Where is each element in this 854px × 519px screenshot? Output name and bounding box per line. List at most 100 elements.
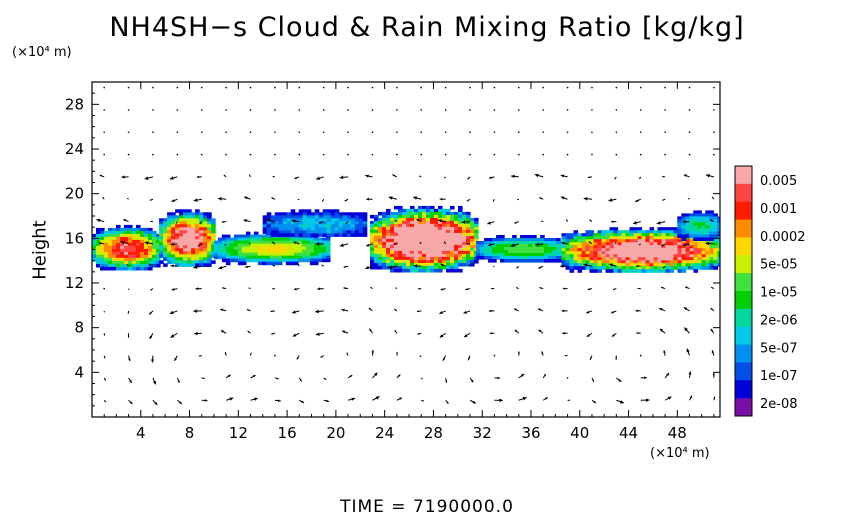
wind-vector-head	[154, 401, 158, 405]
cloud-cell	[593, 269, 599, 273]
cloud-cell	[406, 235, 411, 240]
cloud-cell	[492, 256, 497, 260]
wind-vector-head	[419, 175, 421, 177]
cloud-cell	[426, 244, 431, 249]
cloud-cell	[641, 263, 647, 267]
cloud-cell	[681, 222, 686, 226]
cloud-cell	[187, 254, 192, 258]
cloud-cell	[466, 238, 471, 243]
cloud-cell	[665, 236, 671, 240]
cloud-cell	[458, 220, 463, 225]
wind-vector-head	[611, 334, 615, 337]
cloud-cell	[302, 233, 308, 237]
cloud-cell	[104, 266, 109, 271]
cloud-cell	[326, 227, 332, 231]
cloud-cell	[370, 250, 375, 255]
cloud-cell	[322, 221, 328, 225]
cloud-cell	[293, 261, 299, 266]
wind-vector	[465, 288, 471, 291]
cloud-cell	[394, 205, 399, 210]
cloud-cell	[677, 263, 683, 267]
cloud-cell	[617, 260, 623, 264]
cloud-cell	[565, 254, 571, 258]
cloud-cell	[438, 235, 443, 240]
cloud-cell	[354, 215, 360, 219]
cloud-cell	[621, 233, 627, 237]
cloud-cell	[633, 230, 639, 234]
wind-vector-head	[589, 219, 591, 222]
cloud-cell	[492, 253, 497, 257]
cloud-cell	[430, 217, 435, 222]
cloud-cell	[390, 217, 395, 222]
cloud-cell	[617, 239, 623, 243]
cloud-cell	[605, 263, 611, 267]
cloud-cell	[378, 226, 383, 231]
cloud-cell	[378, 235, 383, 240]
wind-vector	[197, 243, 203, 247]
cloud-cell	[362, 212, 368, 216]
cloud-cell	[569, 242, 575, 246]
cloud-cell	[637, 227, 643, 231]
cloud-cell	[422, 244, 427, 249]
cloud-cell	[187, 230, 192, 234]
cloud-cell	[426, 265, 431, 270]
wind-vector	[513, 308, 520, 312]
cloud-cell	[613, 230, 619, 234]
wind-vector	[583, 263, 593, 267]
cloud-cell	[442, 235, 447, 240]
cloud-cell	[159, 230, 164, 234]
cloud-cell	[229, 252, 235, 257]
x-tick-label: 12	[229, 424, 248, 442]
wind-vector	[170, 242, 178, 246]
cloud-cell	[305, 249, 311, 254]
cloud-cell	[629, 263, 635, 267]
cloud-cell	[104, 263, 109, 268]
wind-vector-head	[438, 219, 442, 223]
wind-vector-head	[609, 263, 613, 267]
cloud-cell	[508, 259, 513, 263]
wind-vector	[144, 241, 154, 245]
cloud-cell	[321, 258, 327, 263]
cloud-cell	[297, 255, 303, 260]
cloud-cell	[370, 232, 375, 237]
cloud-cell	[301, 240, 307, 245]
wind-vector-head	[514, 308, 517, 311]
wind-vector-head	[171, 288, 175, 291]
cloud-cell	[390, 262, 395, 267]
x-tick-label: 20	[326, 424, 345, 442]
cloud-cell	[709, 257, 715, 261]
cloud-cell	[581, 245, 587, 249]
cloud-cell	[536, 238, 541, 242]
wind-vector	[248, 174, 251, 178]
cloud-cell	[713, 234, 718, 238]
cloud-cell	[504, 247, 509, 251]
cloud-cell	[661, 233, 667, 237]
cloud-cell	[203, 257, 208, 261]
cloud-cell	[508, 256, 513, 260]
cloud-cell	[569, 254, 575, 258]
cloud-cell	[406, 238, 411, 243]
cloud-cell	[613, 269, 619, 273]
wind-vector	[517, 109, 520, 111]
cloud-cell	[370, 256, 375, 261]
cloud-cell	[270, 230, 276, 234]
cloud-cell	[410, 211, 415, 216]
cloud-cell	[297, 258, 303, 263]
wind-vector-head	[98, 242, 102, 245]
wind-vector	[169, 310, 178, 315]
wind-vector-head	[365, 265, 370, 270]
cloud-cell	[342, 230, 348, 234]
cloud-cell	[442, 214, 447, 219]
wind-vector-head	[193, 198, 198, 202]
cloud-cell	[466, 220, 471, 225]
cloud-cell	[317, 255, 323, 260]
cloud-cell	[681, 248, 687, 252]
wind-vector-head	[128, 358, 131, 361]
cloud-cell	[438, 265, 443, 270]
cloud-cell	[265, 240, 271, 245]
cloud-cell	[673, 245, 679, 249]
wind-vector-head	[150, 220, 152, 223]
cloud-cell	[273, 246, 279, 251]
wind-vector-head	[324, 378, 327, 380]
cloud-cell	[516, 259, 521, 263]
